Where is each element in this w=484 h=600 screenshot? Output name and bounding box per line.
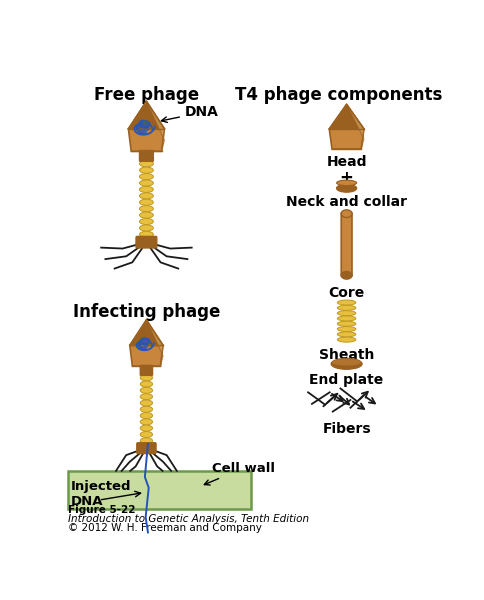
Text: DNA: DNA: [162, 106, 219, 122]
Ellipse shape: [140, 375, 152, 381]
Ellipse shape: [332, 359, 361, 365]
Text: Free phage: Free phage: [94, 86, 199, 104]
Polygon shape: [329, 104, 364, 129]
Polygon shape: [130, 320, 163, 346]
Ellipse shape: [139, 187, 153, 193]
Ellipse shape: [139, 193, 153, 199]
Ellipse shape: [140, 388, 152, 394]
FancyBboxPatch shape: [341, 212, 352, 277]
Text: Injected
DNA: Injected DNA: [71, 480, 132, 508]
Ellipse shape: [139, 199, 153, 205]
Text: Fibers: Fibers: [322, 422, 371, 436]
Ellipse shape: [140, 431, 152, 437]
Ellipse shape: [139, 225, 153, 231]
Polygon shape: [146, 101, 165, 151]
Text: End plate: End plate: [309, 373, 384, 387]
Text: T4 phage components: T4 phage components: [235, 86, 442, 104]
Ellipse shape: [337, 305, 356, 310]
Text: Infecting phage: Infecting phage: [73, 303, 220, 321]
Text: Cell wall: Cell wall: [204, 462, 275, 485]
Text: Core: Core: [329, 286, 365, 300]
Ellipse shape: [139, 218, 153, 224]
Text: +: +: [340, 169, 353, 187]
Polygon shape: [329, 129, 364, 149]
FancyBboxPatch shape: [137, 443, 156, 454]
Ellipse shape: [140, 425, 152, 431]
Ellipse shape: [139, 212, 153, 218]
Ellipse shape: [139, 161, 153, 167]
Text: Head: Head: [326, 155, 367, 169]
FancyBboxPatch shape: [139, 151, 153, 161]
Ellipse shape: [140, 413, 152, 419]
Ellipse shape: [139, 167, 153, 173]
Polygon shape: [146, 320, 163, 366]
Ellipse shape: [336, 180, 357, 185]
Polygon shape: [128, 101, 165, 129]
Ellipse shape: [139, 173, 153, 179]
Ellipse shape: [337, 311, 356, 316]
Ellipse shape: [140, 406, 152, 412]
Ellipse shape: [139, 206, 153, 212]
Text: Figure 5-22: Figure 5-22: [68, 505, 136, 515]
FancyBboxPatch shape: [136, 236, 157, 248]
Ellipse shape: [336, 184, 357, 192]
Ellipse shape: [140, 394, 152, 400]
Ellipse shape: [337, 326, 356, 332]
Ellipse shape: [140, 438, 152, 444]
Ellipse shape: [337, 316, 356, 321]
Ellipse shape: [140, 419, 152, 425]
Polygon shape: [130, 346, 163, 366]
Ellipse shape: [337, 300, 356, 305]
Text: Introduction to Genetic Analysis, Tenth Edition: Introduction to Genetic Analysis, Tenth …: [68, 514, 309, 524]
Polygon shape: [347, 104, 364, 149]
Ellipse shape: [139, 231, 153, 238]
Polygon shape: [128, 129, 165, 151]
Ellipse shape: [331, 358, 362, 369]
Text: © 2012 W. H. Freeman and Company: © 2012 W. H. Freeman and Company: [68, 523, 262, 533]
Text: Sheath: Sheath: [319, 349, 374, 362]
Ellipse shape: [337, 321, 356, 326]
Ellipse shape: [139, 180, 153, 186]
Ellipse shape: [341, 210, 352, 218]
Ellipse shape: [341, 271, 352, 279]
Ellipse shape: [337, 332, 356, 337]
Ellipse shape: [140, 400, 152, 406]
Text: Neck and collar: Neck and collar: [286, 195, 407, 209]
FancyBboxPatch shape: [68, 471, 251, 509]
FancyBboxPatch shape: [140, 365, 152, 376]
Ellipse shape: [337, 337, 356, 342]
Ellipse shape: [140, 381, 152, 387]
